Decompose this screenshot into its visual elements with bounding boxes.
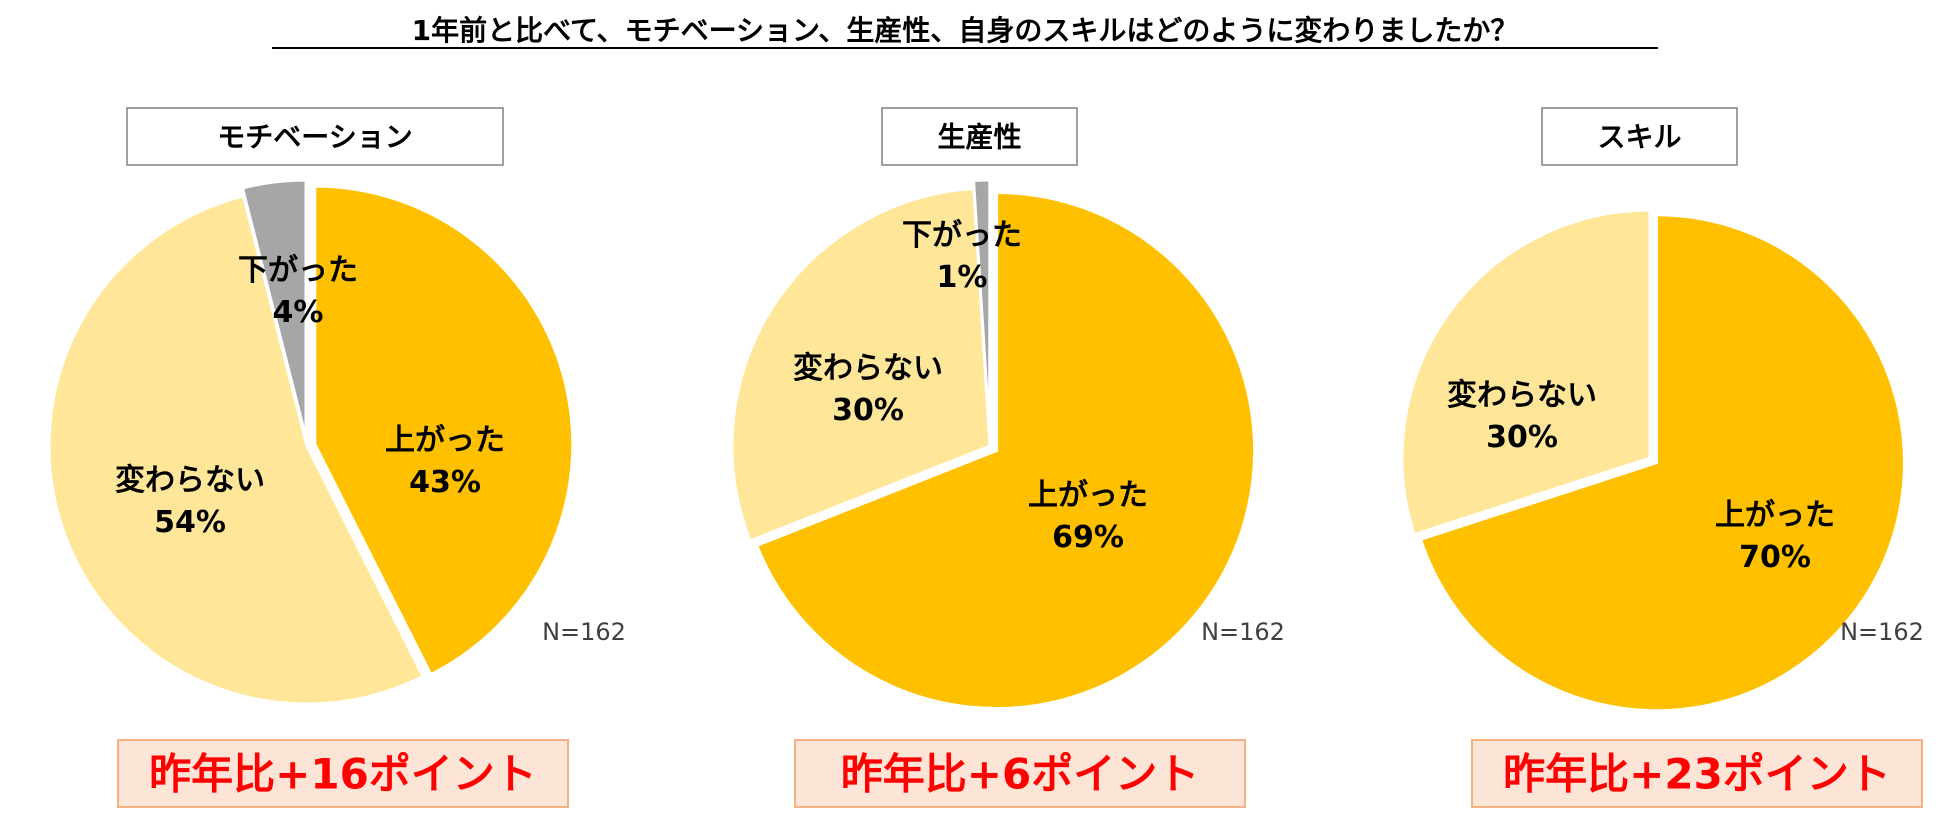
slice-value-label: 1%: [937, 260, 988, 295]
slice-category-label: 下がった: [238, 253, 358, 288]
pie-slice: [47, 194, 426, 706]
callout-frame: [1471, 739, 1923, 808]
pie-slice: [971, 178, 992, 439]
chart-title: 生産性: [937, 121, 1021, 154]
slice-label: 上がった 69%: [1028, 478, 1148, 555]
sample-size-label: N=162: [542, 618, 626, 646]
chart-title: スキル: [1597, 121, 1681, 154]
slice-label: 下がった 4%: [238, 253, 358, 330]
slice-category-label: 変わらない: [1447, 378, 1597, 413]
page-title: 1年前と比べて、モチベーション、生産性、自身のスキルはどのように変わりましたか？: [412, 14, 1519, 47]
callout-text: 昨年比+16ポイント: [149, 750, 537, 799]
header: 1年前と比べて、モチベーション、生産性、自身のスキルはどのように変わりましたか？: [272, 14, 1658, 49]
sample-size-label: N=162: [1840, 618, 1924, 646]
yoy-callout: 昨年比+23ポイント: [1471, 739, 1923, 808]
pie-slice: [240, 178, 308, 439]
pie-slice: [1400, 208, 1652, 537]
slice-category-label: 上がった: [385, 423, 505, 458]
yoy-callout: 昨年比+6ポイント: [794, 739, 1246, 808]
slice-value-label: 4%: [273, 295, 324, 330]
slice-category-label: 下がった: [902, 218, 1022, 253]
slice-value-label: 30%: [832, 393, 904, 428]
callout-frame: [117, 739, 569, 808]
slice-value-label: 54%: [154, 505, 226, 540]
slice-value-label: 43%: [409, 465, 481, 500]
yoy-callout: 昨年比+16ポイント: [117, 739, 569, 808]
chart-title-frame: [881, 107, 1078, 166]
sample-size-label: N=162: [1201, 618, 1285, 646]
chart-title-box: 生産性: [881, 107, 1078, 166]
slice-label: 上がった 70%: [1715, 498, 1835, 575]
slice-label: 上がった 43%: [385, 423, 505, 500]
slice-label: 下がった 1%: [902, 218, 1022, 295]
slice-label: 変わらない 30%: [793, 351, 943, 428]
pie-slice: [313, 184, 575, 677]
slice-label: 変わらない 30%: [1447, 378, 1597, 455]
chart-title-frame: [126, 107, 504, 166]
slice-value-label: 30%: [1486, 420, 1558, 455]
slice-label: 変わらない 54%: [115, 463, 265, 540]
slice-category-label: 上がった: [1715, 498, 1835, 533]
slice-category-label: 変わらない: [793, 351, 943, 386]
callout-frame: [794, 739, 1246, 808]
pie-slice: [754, 190, 1257, 710]
pie-slice: [730, 186, 992, 543]
chart-title: モチベーション: [217, 121, 412, 154]
pie-slice: [1418, 213, 1906, 713]
chart-title-frame: [1541, 107, 1738, 166]
slice-category-label: 変わらない: [115, 463, 265, 498]
callout-text: 昨年比+6ポイント: [841, 750, 1199, 799]
callout-text: 昨年比+23ポイント: [1503, 750, 1891, 799]
slice-category-label: 上がった: [1028, 478, 1148, 513]
chart-title-box: モチベーション: [126, 107, 504, 166]
slice-value-label: 69%: [1052, 520, 1124, 555]
slice-value-label: 70%: [1739, 540, 1811, 575]
chart-title-box: スキル: [1541, 107, 1738, 166]
